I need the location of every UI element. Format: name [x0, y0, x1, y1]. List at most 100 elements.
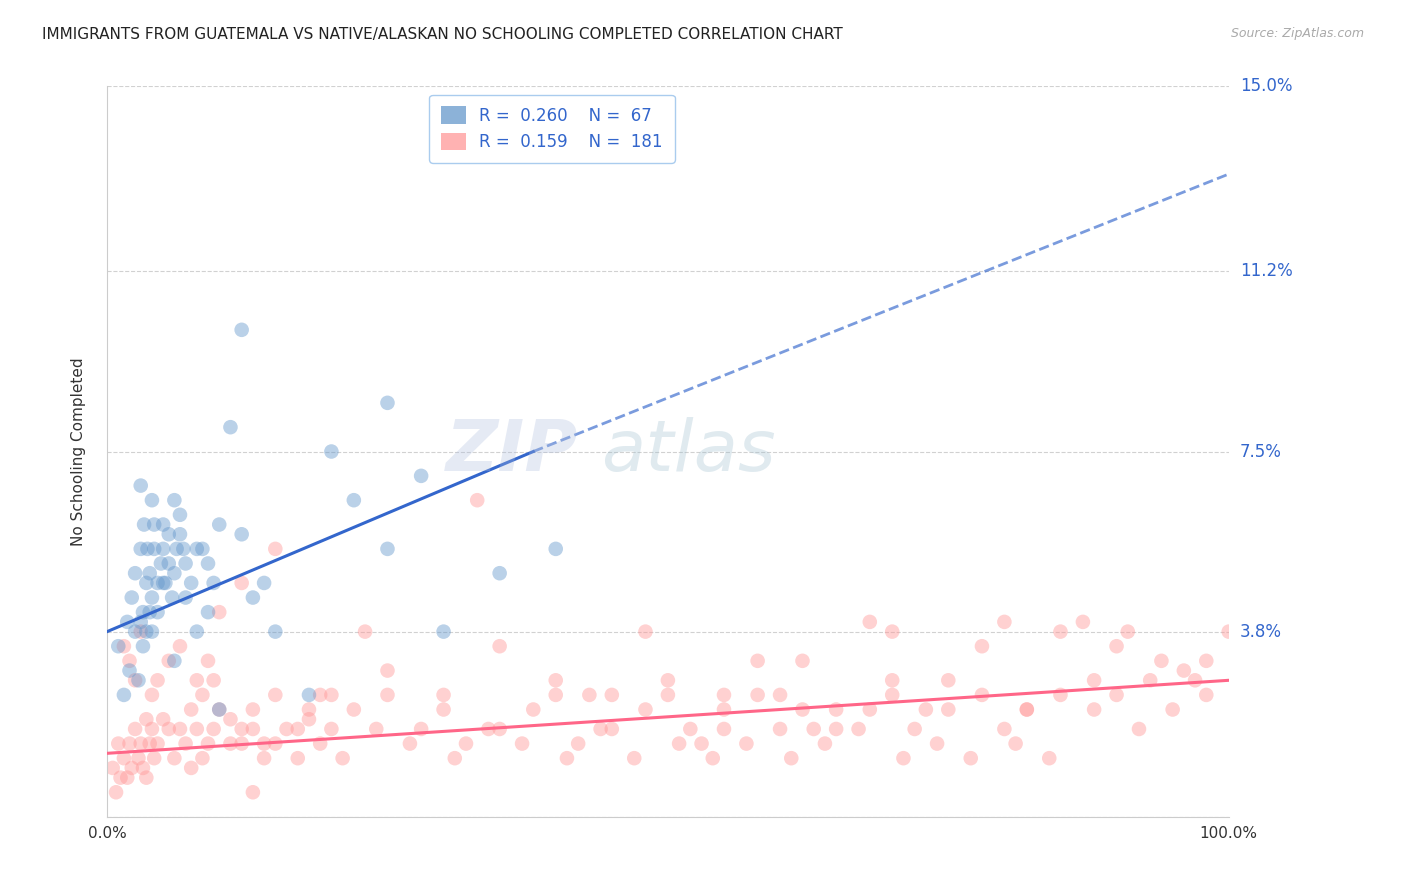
- Point: [219, 712, 242, 726]
- Point: [219, 420, 242, 434]
- Point: [141, 591, 163, 605]
- Point: [377, 664, 399, 678]
- Point: [544, 688, 567, 702]
- Point: [124, 673, 146, 688]
- Point: [152, 541, 174, 556]
- Point: [138, 605, 160, 619]
- Point: [132, 761, 155, 775]
- Point: [101, 761, 124, 775]
- Point: [1049, 688, 1071, 702]
- Point: [208, 702, 231, 716]
- Point: [970, 688, 993, 702]
- Point: [146, 576, 169, 591]
- Point: [231, 737, 253, 751]
- Point: [343, 702, 366, 716]
- Point: [163, 751, 186, 765]
- Point: [600, 722, 623, 736]
- Point: [859, 702, 882, 716]
- Point: [1004, 737, 1026, 751]
- Point: [959, 751, 981, 765]
- Point: [253, 751, 276, 765]
- Point: [242, 591, 264, 605]
- Point: [634, 702, 657, 716]
- Point: [1105, 688, 1128, 702]
- Point: [298, 688, 321, 702]
- Point: [231, 722, 253, 736]
- Point: [112, 751, 135, 765]
- Point: [377, 688, 399, 702]
- Point: [321, 722, 343, 736]
- Point: [915, 702, 938, 716]
- Point: [174, 591, 197, 605]
- Point: [169, 508, 191, 522]
- Point: [668, 737, 690, 751]
- Point: [713, 722, 735, 736]
- Point: [589, 722, 612, 736]
- Point: [814, 737, 837, 751]
- Point: [169, 639, 191, 653]
- Point: [157, 557, 180, 571]
- Point: [186, 673, 208, 688]
- Point: [107, 737, 129, 751]
- Point: [157, 722, 180, 736]
- Point: [859, 615, 882, 629]
- Point: [298, 712, 321, 726]
- Point: [332, 751, 354, 765]
- Point: [377, 396, 399, 410]
- Point: [623, 751, 645, 765]
- Point: [166, 541, 188, 556]
- Point: [129, 478, 152, 492]
- Point: [169, 722, 191, 736]
- Point: [160, 591, 183, 605]
- Point: [191, 751, 214, 765]
- Point: [141, 493, 163, 508]
- Point: [287, 722, 309, 736]
- Point: [1195, 654, 1218, 668]
- Point: [454, 737, 477, 751]
- Point: [157, 654, 180, 668]
- Point: [202, 722, 225, 736]
- Point: [411, 468, 433, 483]
- Point: [143, 751, 166, 765]
- Point: [231, 576, 253, 591]
- Point: [136, 541, 159, 556]
- Point: [146, 605, 169, 619]
- Point: [544, 673, 567, 688]
- Point: [135, 624, 157, 639]
- Point: [118, 654, 141, 668]
- Point: [172, 541, 194, 556]
- Y-axis label: No Schooling Completed: No Schooling Completed: [72, 357, 86, 546]
- Point: [186, 541, 208, 556]
- Point: [555, 751, 578, 765]
- Point: [121, 761, 143, 775]
- Point: [242, 722, 264, 736]
- Point: [993, 615, 1015, 629]
- Point: [882, 624, 904, 639]
- Point: [191, 541, 214, 556]
- Point: [904, 722, 927, 736]
- Point: [936, 702, 959, 716]
- Point: [132, 605, 155, 619]
- Point: [129, 737, 152, 751]
- Point: [769, 722, 792, 736]
- Point: [825, 702, 848, 716]
- Point: [354, 624, 377, 639]
- Point: [208, 702, 231, 716]
- Point: [1083, 673, 1105, 688]
- Point: [208, 605, 231, 619]
- Point: [1218, 624, 1240, 639]
- Point: [163, 493, 186, 508]
- Point: [253, 576, 276, 591]
- Point: [377, 541, 399, 556]
- Point: [679, 722, 702, 736]
- Point: [882, 673, 904, 688]
- Point: [747, 688, 769, 702]
- Point: [264, 624, 287, 639]
- Point: [107, 639, 129, 653]
- Point: [152, 576, 174, 591]
- Point: [567, 737, 589, 751]
- Point: [1128, 722, 1150, 736]
- Point: [1015, 702, 1038, 716]
- Point: [202, 673, 225, 688]
- Point: [925, 737, 948, 751]
